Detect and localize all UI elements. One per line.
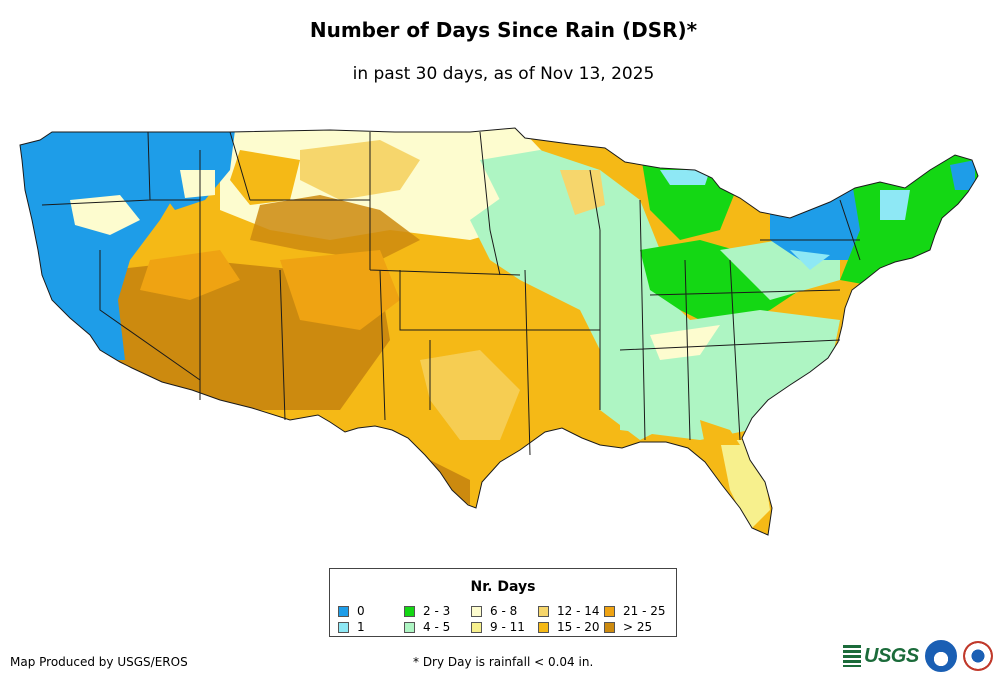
legend-item-1: 1 <box>338 620 365 634</box>
legend-label-4: 6 - 8 <box>490 604 518 618</box>
legend-swatch-4 <box>471 605 482 617</box>
legend-label-7: 15 - 20 <box>557 620 600 634</box>
legend-label-0: 0 <box>357 604 365 618</box>
legend-label-2: 2 - 3 <box>423 604 451 618</box>
legend-item-5: 9 - 11 <box>471 620 525 634</box>
legend-label-5: 9 - 11 <box>490 620 525 634</box>
legend-swatch-3 <box>404 621 415 633</box>
state-boundaries <box>19 127 979 536</box>
legend-label-6: 12 - 14 <box>557 604 600 618</box>
legend-item-8: 21 - 25 <box>604 604 666 618</box>
legend-swatch-2 <box>404 605 415 617</box>
usgs-wave-icon <box>843 645 861 667</box>
legend-label-8: 21 - 25 <box>623 604 666 618</box>
legend-title: Nr. Days <box>470 579 536 595</box>
legend-swatch-0 <box>338 605 349 617</box>
legend-item-7: 15 - 20 <box>538 620 600 634</box>
map-title: Number of Days Since Rain (DSR)* <box>309 18 698 42</box>
noaa-logo-icon <box>924 640 957 672</box>
legend-label-3: 4 - 5 <box>423 620 451 634</box>
legend-swatch-1 <box>338 621 349 633</box>
legend-item-0: 0 <box>338 604 365 618</box>
legend-item-9: > 25 <box>604 620 652 634</box>
legend-item-2: 2 - 3 <box>404 604 450 618</box>
legend-label-1: 1 <box>357 620 365 634</box>
legend-item-6: 12 - 14 <box>538 604 600 618</box>
legend-label-9: > 25 <box>623 620 653 634</box>
dry-day-note: * Dry Day is rainfall < 0.04 in. <box>413 655 594 669</box>
nws-logo-icon <box>962 641 993 671</box>
legend-item-4: 6 - 8 <box>471 604 517 618</box>
legend-swatch-8 <box>604 605 615 617</box>
us-dsr-map <box>19 127 979 536</box>
legend: Nr. Days 0 1 2 - 3 4 - 5 6 - 8 9 - 11 12… <box>329 568 677 637</box>
map-subtitle: in past 30 days, as of Nov 13, 2025 <box>352 64 655 84</box>
agency-logos: USGS <box>843 640 993 672</box>
usgs-logo: USGS <box>843 645 919 668</box>
legend-swatch-7 <box>538 621 549 633</box>
legend-swatch-6 <box>538 605 549 617</box>
credit-text: Map Produced by USGS/EROS <box>10 655 188 669</box>
legend-item-3: 4 - 5 <box>404 620 450 634</box>
usgs-logo-text: USGS <box>864 644 919 667</box>
legend-swatch-5 <box>471 621 482 633</box>
legend-swatch-9 <box>604 621 615 633</box>
